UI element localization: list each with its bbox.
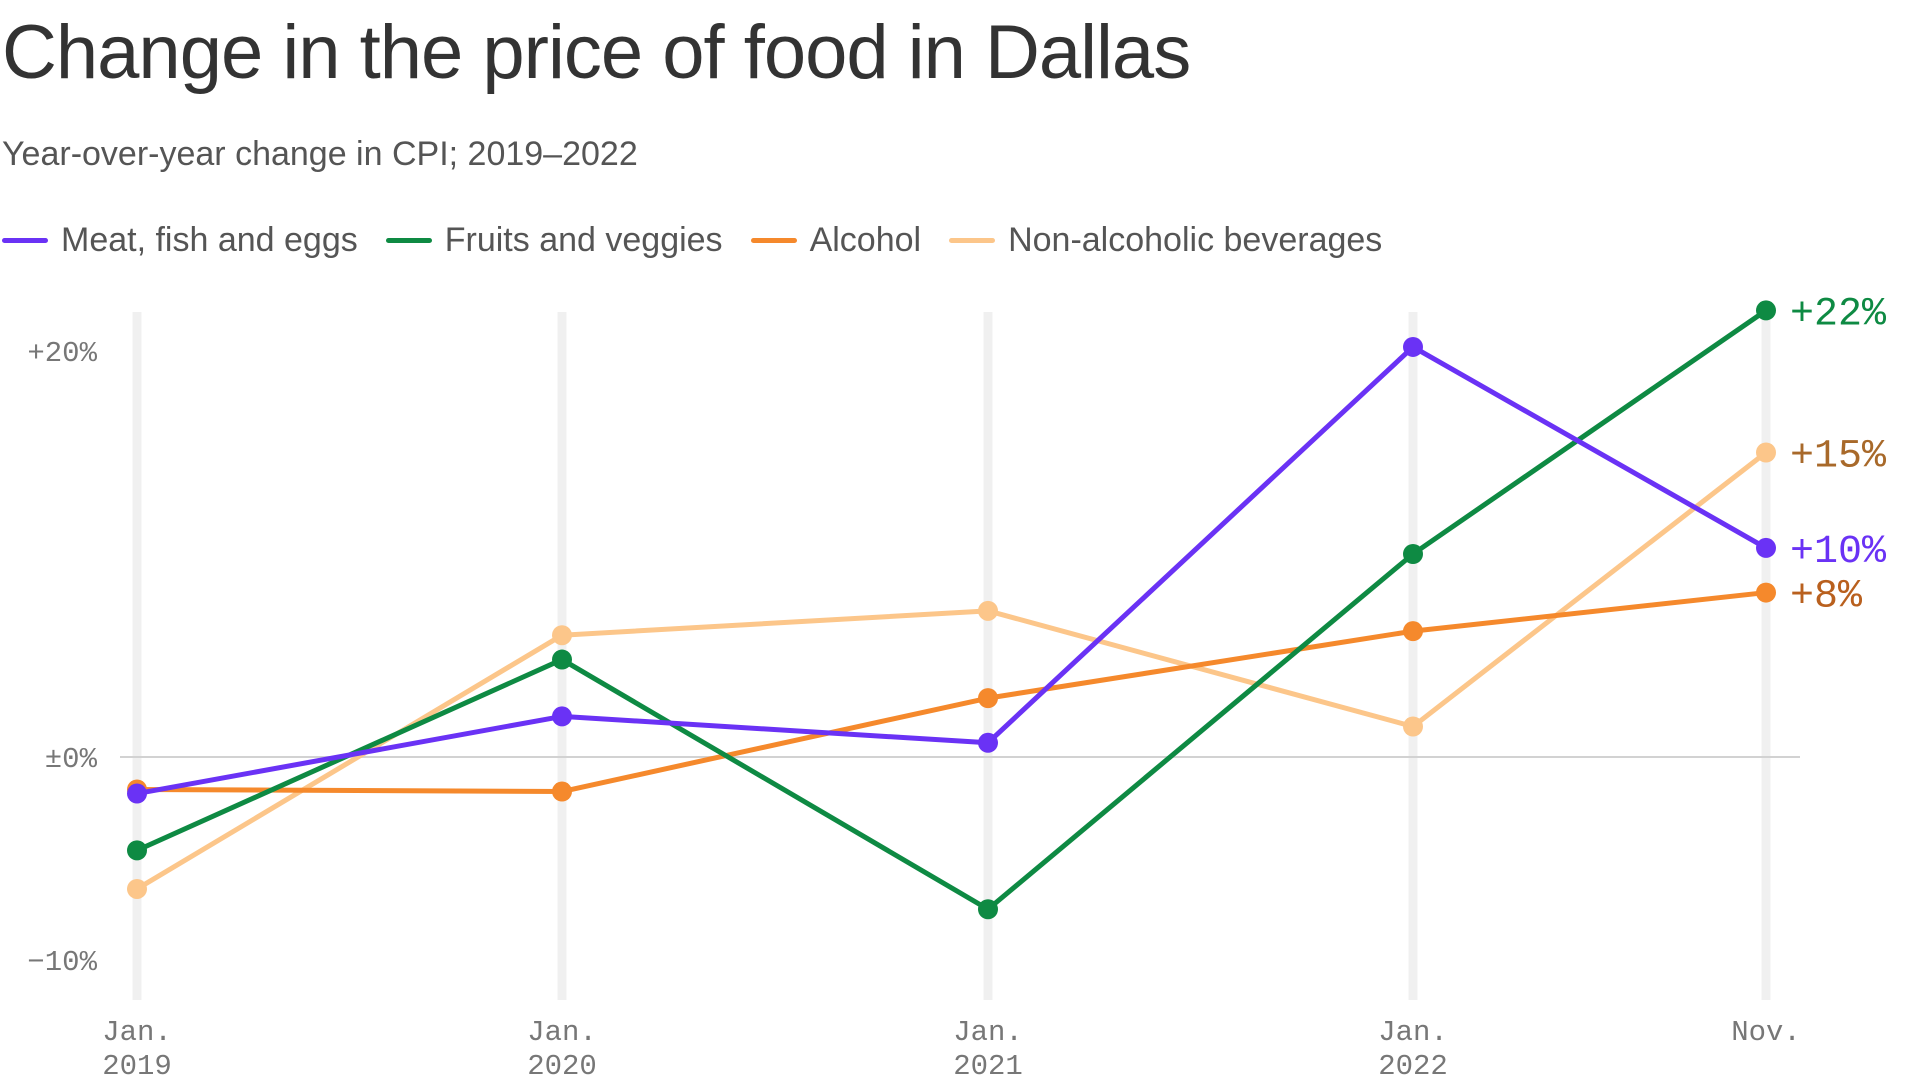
- legend-item-nonalcoholic: Non-alcoholic beverages: [949, 218, 1382, 262]
- data-point-meat-fish-and-eggs-0: [127, 783, 147, 804]
- data-point-non-alcoholic-beverages-4: [1756, 442, 1776, 463]
- x-tick-label-0: Jan.: [102, 1016, 172, 1049]
- data-point-fruits-and-veggies-4: [1756, 300, 1776, 321]
- data-point-fruits-and-veggies-1: [552, 649, 572, 670]
- legend-swatch-fruits: [385, 237, 432, 243]
- legend-swatch-meat: [2, 237, 48, 243]
- x-tick-label-year-3: 2022: [1378, 1050, 1448, 1080]
- x-tick-label-year-2: 2021: [953, 1050, 1023, 1080]
- legend-item-alcohol: Alcohol: [750, 218, 922, 262]
- data-point-alcohol-1: [552, 781, 572, 802]
- data-point-non-alcoholic-beverages-2: [978, 600, 998, 621]
- chart-title: Change in the price of food in Dallas: [2, 10, 1191, 95]
- data-point-non-alcoholic-beverages-0: [127, 878, 147, 899]
- y-tick-label-1: ±0%: [45, 743, 98, 776]
- legend-label-meat: Meat, fish and eggs: [61, 221, 358, 259]
- end-label-non-alcoholic-beverages: +15%: [1790, 435, 1887, 480]
- chart-subtitle: Year-over-year change in CPI; 2019–2022: [2, 135, 638, 173]
- data-point-alcohol-4: [1756, 582, 1776, 603]
- x-tick-label-4: Nov.: [1731, 1016, 1801, 1049]
- legend-item-meat: Meat, fish and eggs: [2, 218, 358, 262]
- data-point-meat-fish-and-eggs-2: [978, 732, 998, 753]
- data-point-meat-fish-and-eggs-3: [1403, 336, 1423, 357]
- x-tick-label-year-1: 2020: [527, 1050, 597, 1080]
- series-line-meat-fish-and-eggs: [134, 344, 1769, 797]
- legend-label-alcohol: Alcohol: [809, 221, 922, 259]
- end-label-fruits-and-veggies: +22%: [1790, 292, 1887, 337]
- data-point-meat-fish-and-eggs-4: [1756, 537, 1776, 558]
- data-point-non-alcoholic-beverages-1: [552, 625, 572, 646]
- series-line-non-alcoholic-beverages: [134, 450, 1769, 892]
- x-tick-label-2: Jan.: [953, 1016, 1023, 1049]
- data-point-fruits-and-veggies-0: [127, 840, 147, 861]
- legend-swatch-nonalcoholic: [949, 237, 996, 243]
- data-point-alcohol-3: [1403, 621, 1423, 642]
- series-line-fruits-and-veggies: [134, 307, 1769, 912]
- data-point-alcohol-2: [978, 688, 998, 709]
- x-tick-label-year-0: 2019: [102, 1050, 172, 1080]
- legend-label-nonalcoholic: Non-alcoholic beverages: [1008, 221, 1383, 259]
- data-point-fruits-and-veggies-3: [1403, 544, 1423, 564]
- data-point-fruits-and-veggies-2: [978, 899, 998, 920]
- y-tick-label-2: −10%: [27, 946, 97, 979]
- y-tick-label-0: +20%: [27, 337, 97, 370]
- data-point-non-alcoholic-beverages-3: [1403, 716, 1423, 737]
- x-tick-label-1: Jan.: [527, 1016, 597, 1049]
- series-line-alcohol: [134, 590, 1769, 795]
- legend-swatch-alcohol: [750, 237, 797, 243]
- legend-label-fruits: Fruits and veggies: [444, 221, 723, 259]
- legend-item-fruits: Fruits and veggies: [385, 218, 723, 262]
- end-label-meat-fish-and-eggs: +10%: [1790, 530, 1887, 575]
- x-tick-label-3: Jan.: [1378, 1016, 1448, 1049]
- end-label-alcohol: +8%: [1790, 575, 1863, 620]
- data-point-meat-fish-and-eggs-1: [552, 706, 572, 727]
- chart-legend: Meat, fish and eggs Fruits and veggies A…: [2, 218, 1410, 262]
